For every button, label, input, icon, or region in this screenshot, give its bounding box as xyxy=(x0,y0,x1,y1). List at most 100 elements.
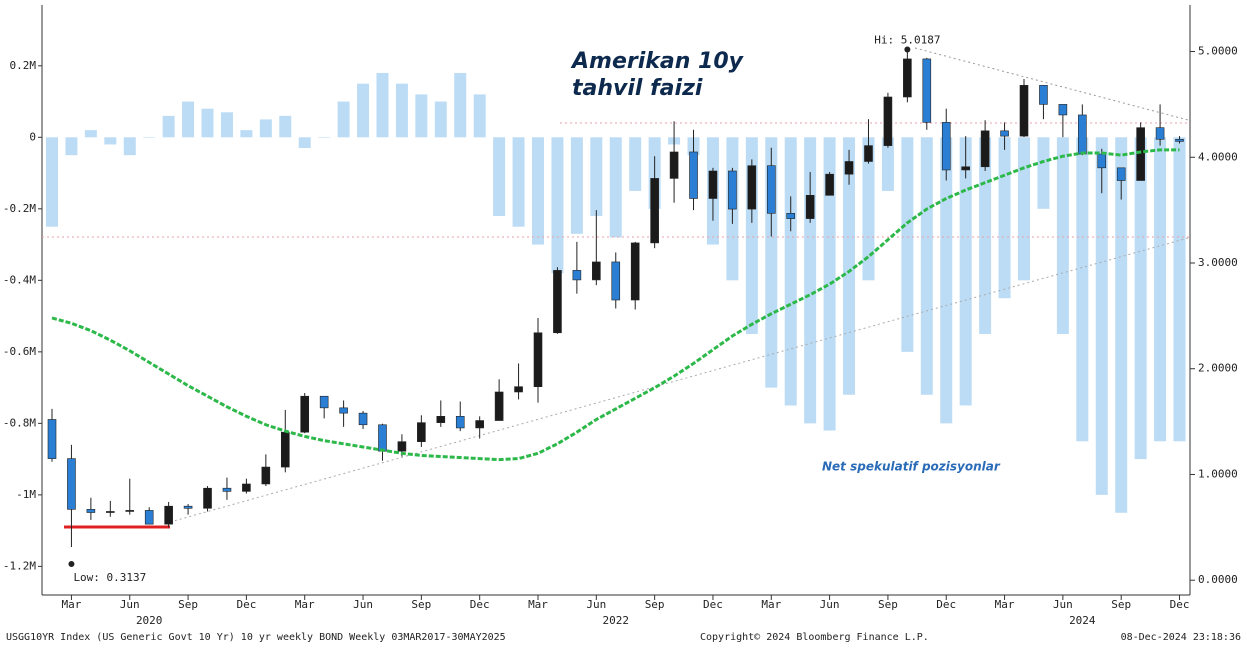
candle-body xyxy=(883,96,893,146)
candle-body xyxy=(397,441,407,452)
y2-tick-label: 1.0000 xyxy=(1198,467,1238,480)
x-tick-label: Jun xyxy=(120,598,140,611)
candle-body xyxy=(67,458,76,510)
candle-body xyxy=(144,510,154,525)
position-bar xyxy=(1037,137,1050,209)
candle-body xyxy=(417,422,426,442)
candle-body xyxy=(592,261,601,281)
candle-body xyxy=(864,145,873,162)
candle-body xyxy=(572,270,582,281)
year-label: 2020 xyxy=(136,614,163,627)
candle-body xyxy=(494,391,504,421)
candle-body xyxy=(436,416,446,423)
y-tick-label: -0.2M xyxy=(3,202,36,215)
x-tick-label: Jun xyxy=(586,598,606,611)
candle-body xyxy=(903,58,912,98)
candle-body xyxy=(961,166,970,171)
x-tick-label: Sep xyxy=(1111,598,1131,611)
candle-body xyxy=(339,407,348,414)
position-bar xyxy=(551,137,564,274)
footer-copyright: Copyright© 2024 Bloomberg Finance L.P. xyxy=(700,632,929,643)
year-label: 2024 xyxy=(1069,614,1096,627)
candle-body xyxy=(1000,130,1009,137)
position-bar xyxy=(473,94,486,138)
position-bar xyxy=(395,83,408,138)
position-bar xyxy=(46,137,58,227)
candle-body xyxy=(844,161,854,175)
position-bar xyxy=(201,108,214,138)
candle-body xyxy=(980,130,990,168)
position-bar xyxy=(512,137,525,227)
x-tick-label: Jun xyxy=(1053,598,1073,611)
position-bar xyxy=(454,72,467,138)
y2-tick-label: 5.0000 xyxy=(1198,45,1238,58)
year-label: 2022 xyxy=(603,614,630,627)
position-bar xyxy=(784,137,797,406)
moving-average xyxy=(51,148,1180,462)
position-bar xyxy=(1134,137,1147,460)
position-bar xyxy=(998,137,1011,299)
candle-body xyxy=(261,466,271,485)
position-bar xyxy=(570,137,583,234)
position-bar xyxy=(376,72,389,138)
candle-body xyxy=(1039,85,1048,105)
x-tick-label: Mar xyxy=(295,598,315,611)
chart-title: Amerikan 10y xyxy=(570,49,745,74)
candle-body xyxy=(941,122,951,171)
position-bar xyxy=(920,137,933,395)
y-tick-label: -1.2M xyxy=(3,559,36,572)
candle-body xyxy=(630,242,640,301)
footer-source: USGG10YR Index (US Generic Govt 10 Yr) 1… xyxy=(6,632,506,643)
candle-body xyxy=(1116,167,1126,181)
position-bar xyxy=(123,137,136,156)
position-bar xyxy=(609,137,622,238)
y2-tick-label: 3.0000 xyxy=(1198,256,1238,269)
candle-body xyxy=(183,505,193,509)
y-tick-label: -0.6M xyxy=(3,345,36,358)
candle-body xyxy=(222,487,232,492)
position-bar xyxy=(415,94,428,138)
candle-body xyxy=(280,431,290,468)
x-tick-label: Dec xyxy=(1170,598,1190,611)
position-bar xyxy=(1095,137,1108,495)
position-bar xyxy=(823,137,836,431)
candle-body xyxy=(300,395,310,433)
position-bar xyxy=(1076,137,1089,442)
candle-body xyxy=(786,212,796,219)
candle-body xyxy=(106,511,115,513)
position-bar xyxy=(318,137,331,138)
position-bar xyxy=(298,137,311,149)
high-label: Hi: 5.0187 xyxy=(874,34,940,47)
candle-body xyxy=(1078,114,1087,155)
position-bar xyxy=(1115,137,1128,513)
candle-body xyxy=(378,424,387,452)
position-bar xyxy=(220,112,233,138)
position-bar xyxy=(259,119,272,138)
position-bar xyxy=(1018,137,1030,281)
candle-body xyxy=(455,416,465,429)
candle-body xyxy=(766,165,776,214)
candle-body xyxy=(47,419,57,459)
x-tick-label: Sep xyxy=(178,598,198,611)
position-bar xyxy=(940,137,953,424)
footer-date: 08-Dec-2024 23:18:36 xyxy=(1121,632,1241,643)
x-tick-label: Dec xyxy=(703,598,723,611)
position-bar xyxy=(862,137,875,281)
candle-body xyxy=(358,412,368,426)
x-tick-label: Dec xyxy=(470,598,490,611)
x-tick-label: Jun xyxy=(353,598,373,611)
position-bar xyxy=(629,137,642,191)
candle-body xyxy=(1175,138,1184,142)
candle-body xyxy=(728,170,737,210)
y-tick-label: 0 xyxy=(29,130,36,143)
position-bar xyxy=(493,137,506,216)
position-bar xyxy=(959,137,972,406)
position-bar xyxy=(881,137,894,191)
plot-area xyxy=(46,72,1186,513)
candle-body xyxy=(475,420,484,429)
low-label: Low: 0.3137 xyxy=(73,571,146,584)
position-bar xyxy=(979,137,992,334)
candle-body xyxy=(1019,85,1029,137)
candle-body xyxy=(747,165,757,210)
candle-body xyxy=(708,170,718,199)
